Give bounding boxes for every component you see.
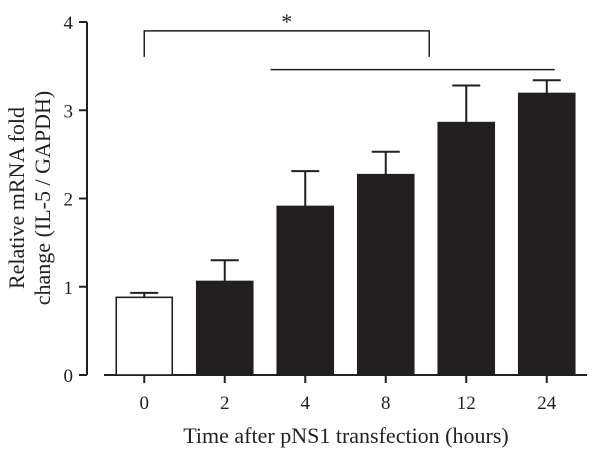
y-axis-title-line-1: Relative mRNA fold [4, 107, 29, 289]
x-tick-label-12: 12 [457, 393, 476, 414]
y-tick-label-1: 1 [64, 278, 74, 299]
x-axis-title: Time after pNS1 transfection (hours) [183, 423, 508, 448]
bar-24 [517, 92, 576, 376]
y-tick-label-3: 3 [64, 101, 74, 122]
bar-12 [437, 121, 496, 376]
x-tick-label-8: 8 [381, 393, 391, 414]
bar-0 [115, 296, 174, 376]
significance-bracket [143, 30, 430, 57]
y-axis-title: Relative mRNA fold change (IL-5 / GAPDH) [4, 91, 55, 305]
y-tick-label-4: 4 [64, 13, 74, 34]
x-tick-label-24: 24 [537, 393, 557, 414]
bar-8 [356, 173, 415, 376]
y-tick-label-2: 2 [64, 190, 74, 211]
bar-4 [276, 205, 335, 376]
x-tick-label-0: 0 [140, 393, 150, 414]
y-axis-title-line-2: change (IL-5 / GAPDH) [30, 91, 55, 305]
bar-2 [195, 280, 254, 376]
x-tick-label-2: 2 [220, 393, 230, 414]
x-tick-label-4: 4 [301, 393, 311, 414]
significance-label: * [281, 9, 292, 34]
y-tick-label-0: 0 [64, 366, 74, 387]
